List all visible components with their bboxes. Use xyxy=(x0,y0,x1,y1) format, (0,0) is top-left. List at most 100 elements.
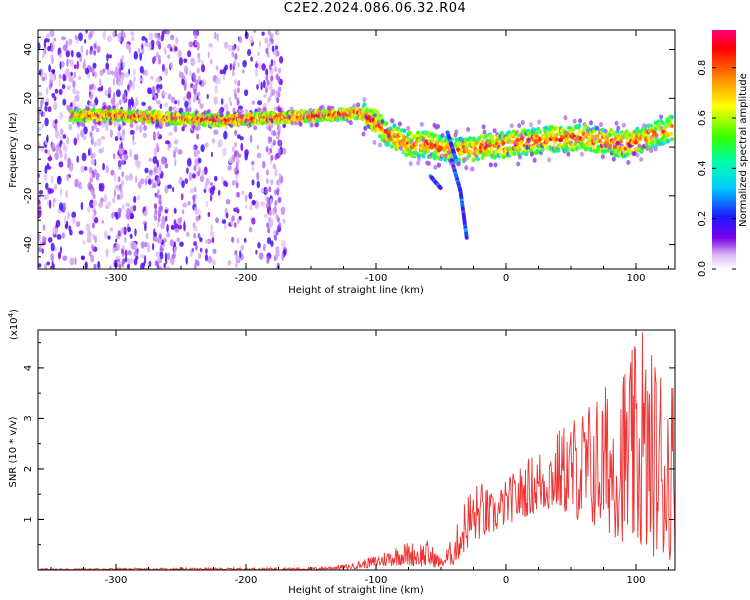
spectrogram-y-tick-label: -20 xyxy=(23,188,34,204)
spectrogram-y-tick-label: -40 xyxy=(23,236,34,252)
ridge-halo xyxy=(566,151,571,157)
noise-speckle xyxy=(47,237,53,243)
noise-speckle xyxy=(279,56,284,64)
ridge-mark xyxy=(669,131,674,136)
noise-speckle xyxy=(242,69,245,74)
noise-speckle xyxy=(244,89,249,97)
noise-speckle xyxy=(163,46,166,53)
noise-speckle xyxy=(188,41,194,48)
noise-speckle xyxy=(248,226,253,233)
noise-speckle xyxy=(69,257,75,266)
ridge-mark xyxy=(489,147,494,152)
noise-speckle xyxy=(172,106,177,112)
noise-speckle xyxy=(110,129,113,138)
noise-speckle xyxy=(173,125,178,133)
noise-speckle xyxy=(142,132,148,138)
noise-speckle xyxy=(117,165,123,171)
ridge-halo xyxy=(600,154,605,160)
noise-speckle xyxy=(133,195,137,204)
noise-speckle xyxy=(256,152,262,159)
snr-series-line xyxy=(38,332,675,570)
ridge-mark xyxy=(407,130,412,135)
noise-streak xyxy=(92,233,96,240)
ridge-halo xyxy=(433,164,438,170)
noise-speckle xyxy=(265,68,269,76)
noise-speckle xyxy=(54,246,57,252)
noise-streak xyxy=(89,49,93,55)
noise-speckle xyxy=(56,175,62,185)
ridge-mark xyxy=(535,150,540,155)
ridge-halo xyxy=(529,122,533,128)
noise-speckle xyxy=(207,179,211,185)
noise-speckle xyxy=(67,211,70,220)
noise-speckle xyxy=(62,98,67,106)
noise-streak xyxy=(91,125,95,132)
noise-speckle xyxy=(106,70,112,75)
noise-speckle xyxy=(115,89,121,98)
noise-speckle xyxy=(71,99,76,109)
noise-streak xyxy=(197,57,201,64)
noise-speckle xyxy=(59,150,63,159)
noise-speckle xyxy=(97,260,100,269)
noise-streak xyxy=(89,131,93,138)
noise-streak xyxy=(89,166,93,173)
ridge-halo xyxy=(390,118,395,124)
noise-speckle xyxy=(150,39,155,47)
noise-speckle xyxy=(257,242,261,249)
noise-streak xyxy=(88,84,92,91)
noise-speckle xyxy=(199,103,204,109)
ridge-halo xyxy=(603,128,608,134)
noise-speckle xyxy=(209,58,213,65)
ridge-halo xyxy=(464,165,469,171)
noise-speckle xyxy=(196,91,201,97)
noise-speckle xyxy=(185,256,188,265)
noise-speckle xyxy=(80,129,85,138)
noise-speckle xyxy=(262,80,266,89)
noise-streak xyxy=(269,198,273,205)
noise-speckle xyxy=(209,186,215,196)
noise-speckle xyxy=(96,45,101,53)
noise-speckle xyxy=(130,31,135,36)
noise-streak xyxy=(92,201,96,208)
noise-speckle xyxy=(77,76,82,80)
noise-speckle xyxy=(225,211,229,219)
noise-speckle xyxy=(74,94,80,102)
noise-speckle xyxy=(186,231,190,237)
ridge-halo xyxy=(362,97,367,103)
ridge-halo xyxy=(437,162,441,168)
noise-speckle xyxy=(121,159,125,165)
noise-speckle xyxy=(214,31,217,40)
noise-speckle xyxy=(205,254,208,262)
noise-streak xyxy=(236,45,240,52)
branch-mark xyxy=(454,158,459,163)
noise-speckle xyxy=(170,96,176,104)
ridge-halo xyxy=(419,121,424,127)
noise-speckle xyxy=(156,100,161,105)
noise-streak xyxy=(156,221,160,228)
noise-speckle xyxy=(207,255,213,264)
ridge-mark xyxy=(653,126,658,132)
noise-speckle xyxy=(52,121,55,128)
ridge-halo xyxy=(649,148,654,154)
noise-speckle xyxy=(159,83,163,90)
noise-streak xyxy=(267,227,271,234)
chart-title: C2E2.2024.086.06.32.R04 xyxy=(283,1,467,16)
noise-speckle xyxy=(184,100,189,109)
noise-speckle xyxy=(71,217,77,224)
ridge-halo xyxy=(611,156,616,162)
noise-speckle xyxy=(127,98,132,108)
noise-speckle xyxy=(281,239,286,248)
colorbar-tick-label: 0.4 xyxy=(697,160,708,176)
noise-streak xyxy=(118,69,122,76)
noise-speckle xyxy=(62,255,68,261)
noise-speckle xyxy=(72,87,76,95)
noise-streak xyxy=(234,79,237,85)
noise-speckle xyxy=(223,130,228,140)
noise-speckle xyxy=(223,41,229,49)
noise-speckle xyxy=(251,166,255,172)
ridge-mark xyxy=(477,136,482,141)
noise-speckle xyxy=(74,257,77,266)
noise-speckle xyxy=(258,78,261,86)
noise-speckle xyxy=(83,240,85,245)
noise-speckle xyxy=(43,194,48,201)
